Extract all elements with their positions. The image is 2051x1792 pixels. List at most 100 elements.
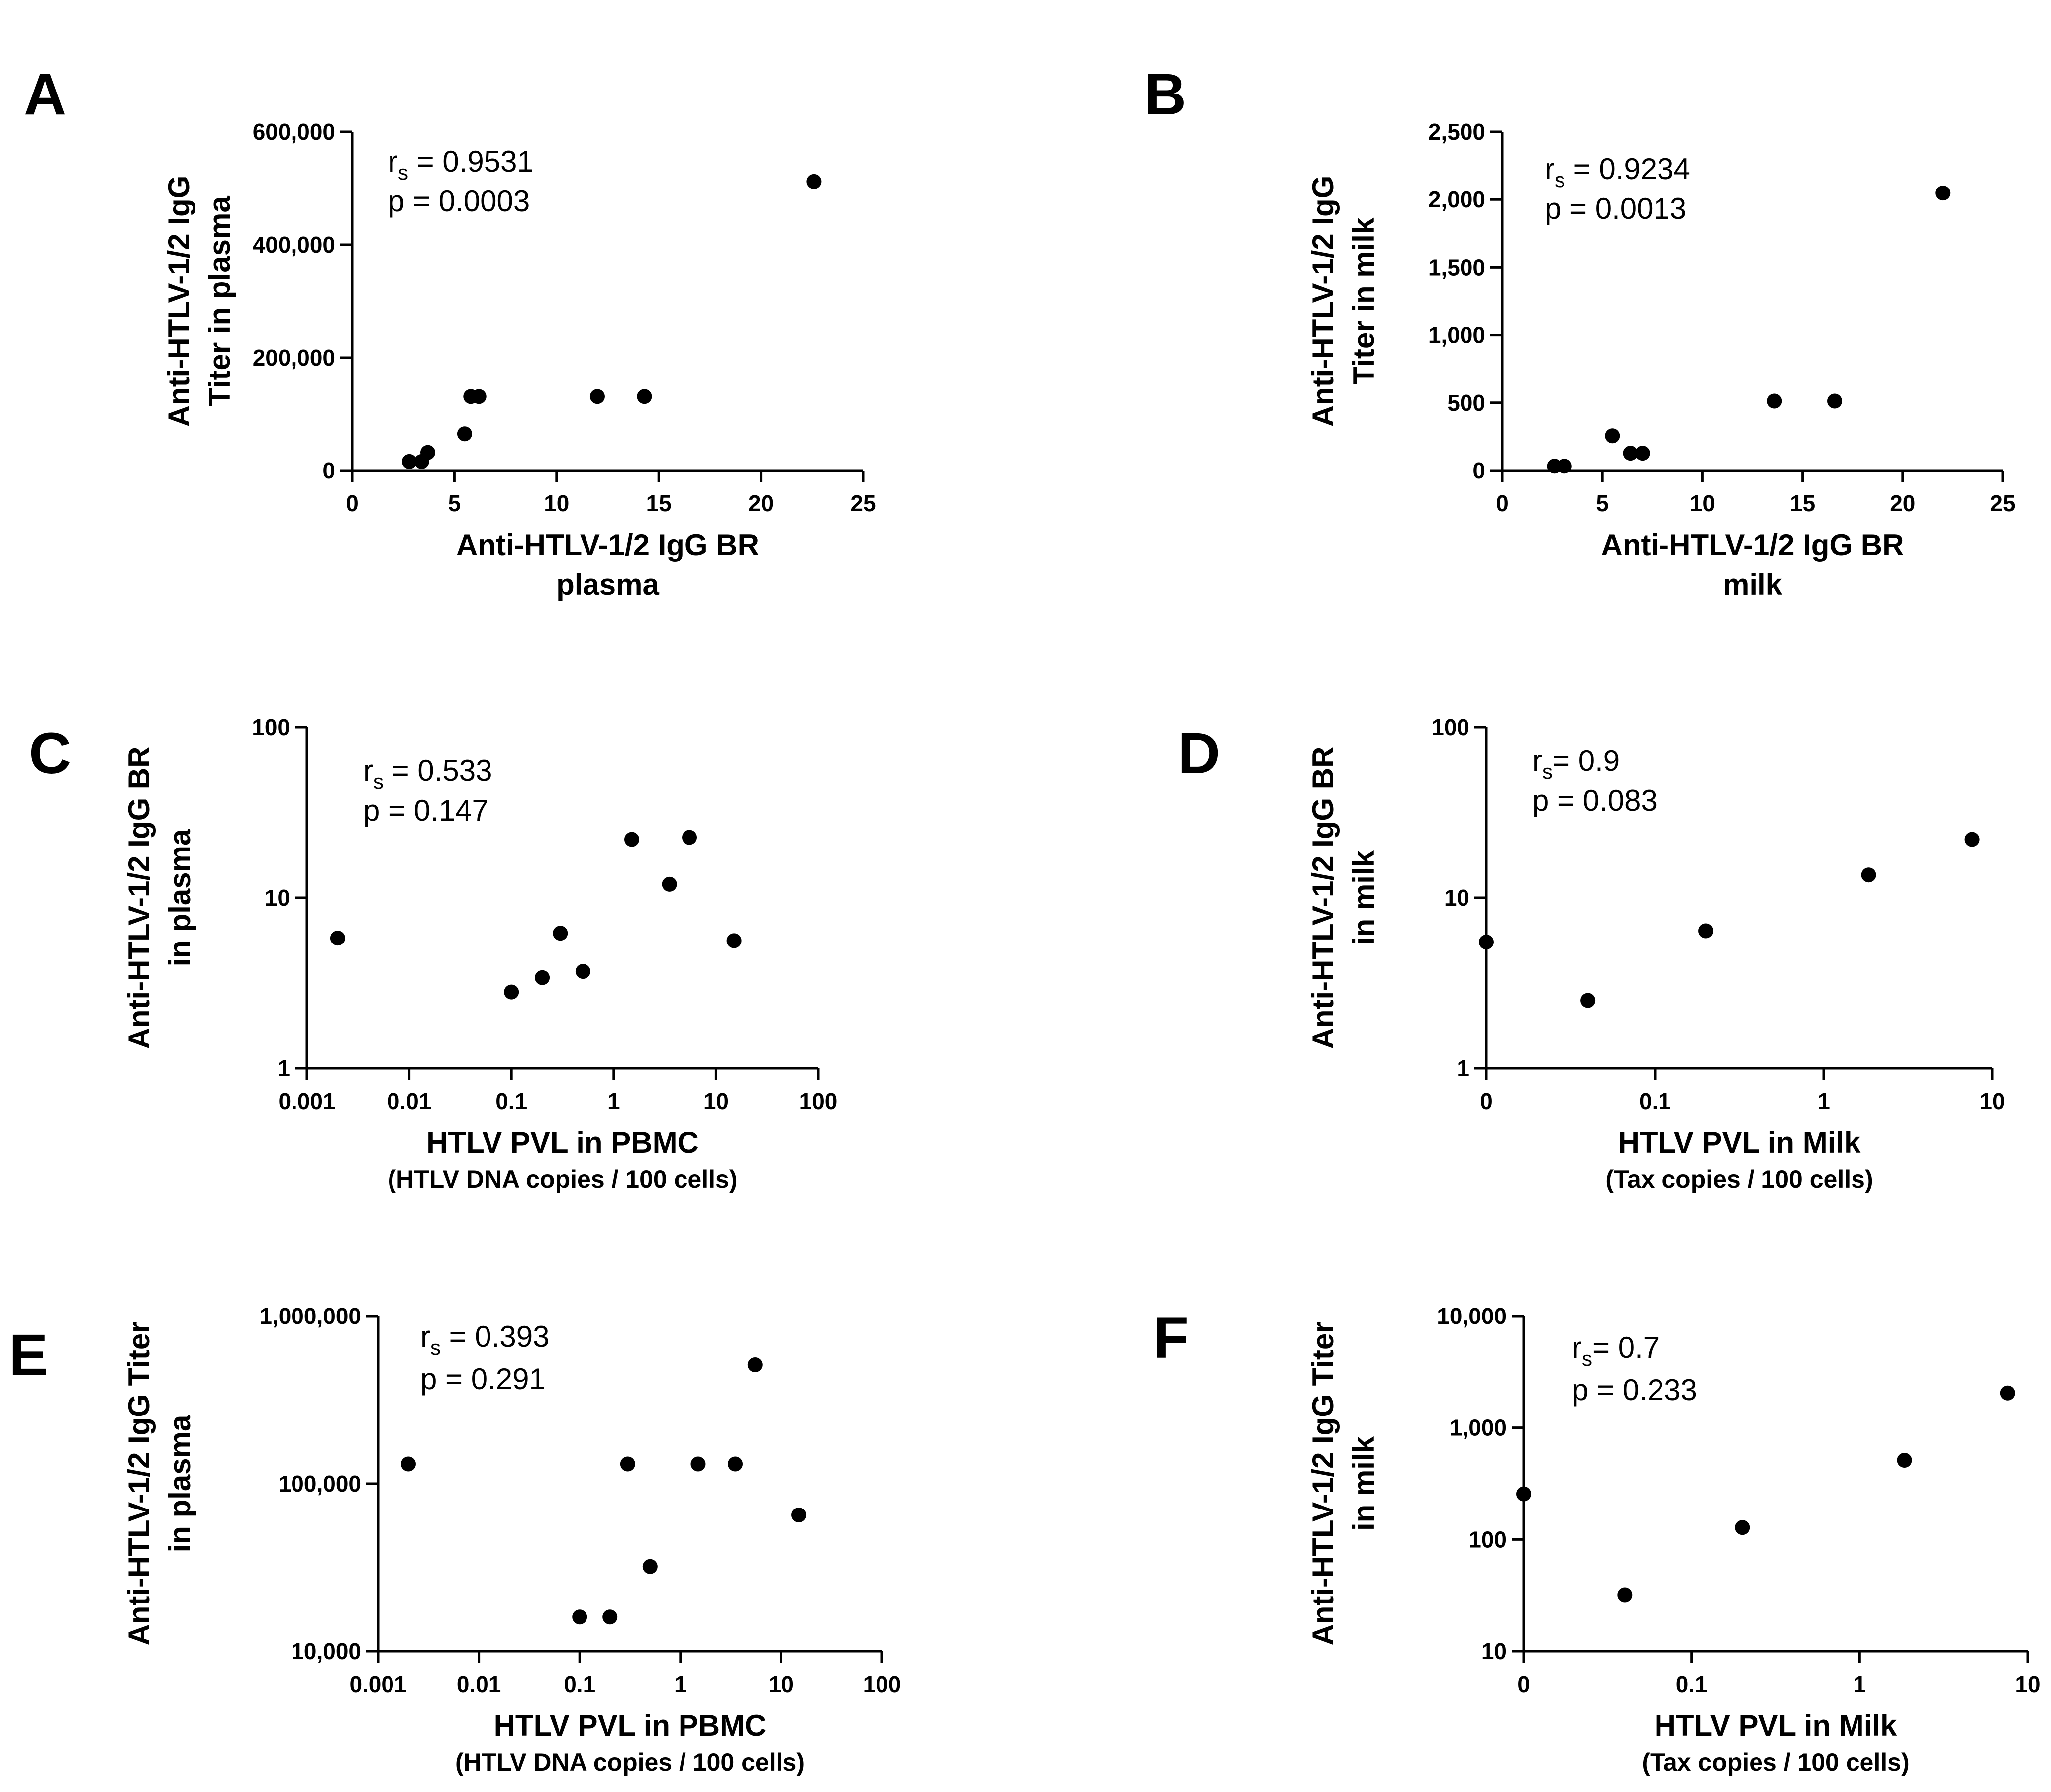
panel-label-c: C: [29, 721, 71, 786]
y-tick-label-b: 500: [1447, 390, 1485, 416]
data-point-b: [1623, 446, 1638, 461]
p-value-a: p = 0.0003: [388, 185, 530, 218]
data-point-e: [728, 1456, 743, 1472]
panel-label-d: D: [1178, 721, 1220, 786]
panel-b: B 0 5 10 15 20 25 0 500 1,000 1,500 2,000 2,500 Anti-…: [1144, 62, 2016, 601]
spearman-r-b: rs = 0.9234: [1545, 152, 1690, 191]
y-tick-label-d: 10: [1444, 885, 1469, 911]
x-tick-label-c: 0.1: [495, 1088, 527, 1114]
x-axis-subtitle-c: (HTLV DNA copies / 100 cells): [388, 1165, 738, 1193]
y-tick-label-b: 0: [1472, 458, 1485, 483]
data-point-b: [1935, 186, 1951, 201]
x-tick-label-d: 0.1: [1639, 1088, 1671, 1114]
data-point-e: [620, 1456, 635, 1472]
p-value-c: p = 0.147: [363, 794, 488, 827]
panel-label-f: F: [1153, 1305, 1189, 1371]
y-tick-label-e: 1,000,000: [259, 1303, 361, 1329]
data-point-e: [602, 1609, 618, 1625]
data-point-d: [1580, 993, 1596, 1008]
data-point-c: [504, 984, 519, 1000]
x-tick-label-a: 15: [646, 490, 672, 516]
data-point-a: [402, 454, 417, 469]
panel-label-e: E: [9, 1322, 48, 1388]
x-tick-label-b: 10: [1690, 490, 1715, 516]
x-tick-label-b: 25: [1990, 490, 2015, 516]
data-point-c: [553, 926, 568, 941]
data-point-c: [624, 832, 640, 847]
x-tick-label-e: 0.001: [349, 1671, 406, 1697]
x-tick-label-f: 0: [1517, 1671, 1530, 1697]
data-point-a: [457, 426, 472, 442]
y-axis-title-b: Titer in milk: [1347, 217, 1380, 384]
x-tick-label-e: 0.1: [564, 1671, 595, 1697]
p-value-d: p = 0.083: [1532, 784, 1658, 817]
data-point-d: [1698, 923, 1714, 939]
p-value-e: p = 0.291: [420, 1362, 546, 1396]
x-axis-subtitle-e: (HTLV DNA copies / 100 cells): [455, 1748, 805, 1776]
data-point-d: [1964, 832, 1980, 847]
y-tick-label-a: 400,000: [253, 232, 335, 258]
x-tick-label-e: 1: [674, 1671, 687, 1697]
x-axis-title-b: Anti-HTLV-1/2 IgG BR: [1601, 528, 1904, 562]
y-tick-label-d: 100: [1431, 714, 1469, 740]
panel-label-b: B: [1144, 62, 1186, 127]
panel-a: A 0 5 10 15 20 25 0 200,000 400,000 600,000 Anti-HT…: [24, 62, 876, 601]
x-axis-title-b: milk: [1723, 568, 1783, 601]
data-point-e: [791, 1508, 807, 1523]
y-tick-label-c: 1: [277, 1055, 290, 1081]
x-axis-title-c: HTLV PVL in PBMC: [426, 1126, 699, 1159]
data-point-b: [1605, 428, 1620, 444]
data-point-f: [1516, 1486, 1531, 1502]
data-point-e: [400, 1456, 416, 1472]
x-axis-title-a: plasma: [556, 568, 659, 601]
data-point-b: [1767, 393, 1782, 409]
x-axis-title-f: HTLV PVL in Milk: [1655, 1709, 1897, 1742]
data-point-c: [662, 876, 677, 892]
y-tick-label-a: 200,000: [253, 345, 335, 371]
x-tick-label-a: 20: [748, 490, 774, 516]
y-axis-title-c: in plasma: [163, 829, 196, 966]
y-tick-label-b: 2,000: [1428, 187, 1485, 212]
panel-label-a: A: [24, 62, 66, 127]
x-tick-label-b: 5: [1596, 490, 1609, 516]
x-tick-label-a: 10: [544, 490, 569, 516]
data-point-a: [471, 389, 487, 404]
x-axis-subtitle-d: (Tax copies / 100 cells): [1605, 1165, 1873, 1193]
y-tick-label-b: 1,500: [1428, 254, 1485, 280]
spearman-r-c: rs = 0.533: [363, 754, 492, 793]
y-axis-title-a: Titer in plasma: [203, 196, 236, 406]
y-tick-label-a: 0: [322, 458, 335, 483]
y-tick-label-f: 1,000: [1450, 1415, 1507, 1441]
y-axis-title-c: Anti-HTLV-1/2 IgG BR: [122, 747, 156, 1049]
x-tick-label-a: 25: [850, 490, 876, 516]
x-tick-label-c: 10: [703, 1088, 729, 1114]
y-axis-title-e: Anti-HTLV-1/2 IgG Titer: [122, 1321, 156, 1645]
data-point-c: [535, 970, 550, 985]
data-point-e: [690, 1456, 706, 1472]
y-tick-label-e: 10,000: [291, 1638, 361, 1664]
data-point-c: [726, 933, 742, 948]
data-point-e: [572, 1609, 587, 1625]
data-point-b: [1635, 446, 1650, 461]
data-point-f: [1617, 1587, 1633, 1603]
y-axis-title-f: Anti-HTLV-1/2 IgG Titer: [1306, 1321, 1340, 1645]
spearman-r-d: rs= 0.9: [1532, 744, 1620, 783]
x-tick-label-c: 0.01: [387, 1088, 432, 1114]
y-tick-label-b: 1,000: [1428, 322, 1485, 348]
data-point-d: [1479, 935, 1494, 950]
x-tick-label-c: 1: [607, 1088, 620, 1114]
x-tick-label-f: 1: [1854, 1671, 1866, 1697]
x-axis-subtitle-f: (Tax copies / 100 cells): [1642, 1748, 1909, 1776]
data-point-a: [589, 389, 605, 404]
y-axis-title-f: in milk: [1347, 1436, 1380, 1531]
spearman-r-e: rs = 0.393: [420, 1320, 550, 1359]
y-axis-title-b: Anti-HTLV-1/2 IgG: [1306, 176, 1340, 427]
y-axis-title-a: Anti-HTLV-1/2 IgG: [162, 176, 195, 427]
y-tick-label-d: 1: [1457, 1055, 1469, 1081]
spearman-r-a: rs = 0.9531: [388, 145, 534, 184]
spearman-r-f: rs= 0.7: [1572, 1331, 1660, 1370]
x-tick-label-c: 0.001: [278, 1088, 335, 1114]
data-point-d: [1861, 867, 1876, 883]
x-tick-label-f: 0.1: [1676, 1671, 1708, 1697]
y-axis-title-e: in plasma: [163, 1415, 196, 1552]
